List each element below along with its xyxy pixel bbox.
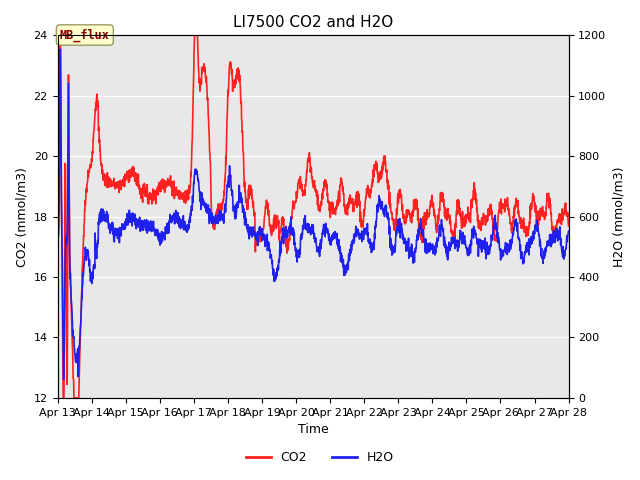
Y-axis label: CO2 (mmol/m3): CO2 (mmol/m3)	[15, 167, 28, 266]
Title: LI7500 CO2 and H2O: LI7500 CO2 and H2O	[233, 15, 393, 30]
Legend: CO2, H2O: CO2, H2O	[241, 446, 399, 469]
Text: MB_flux: MB_flux	[60, 28, 110, 42]
Y-axis label: H2O (mmol/m3): H2O (mmol/m3)	[612, 167, 625, 267]
X-axis label: Time: Time	[298, 423, 328, 436]
